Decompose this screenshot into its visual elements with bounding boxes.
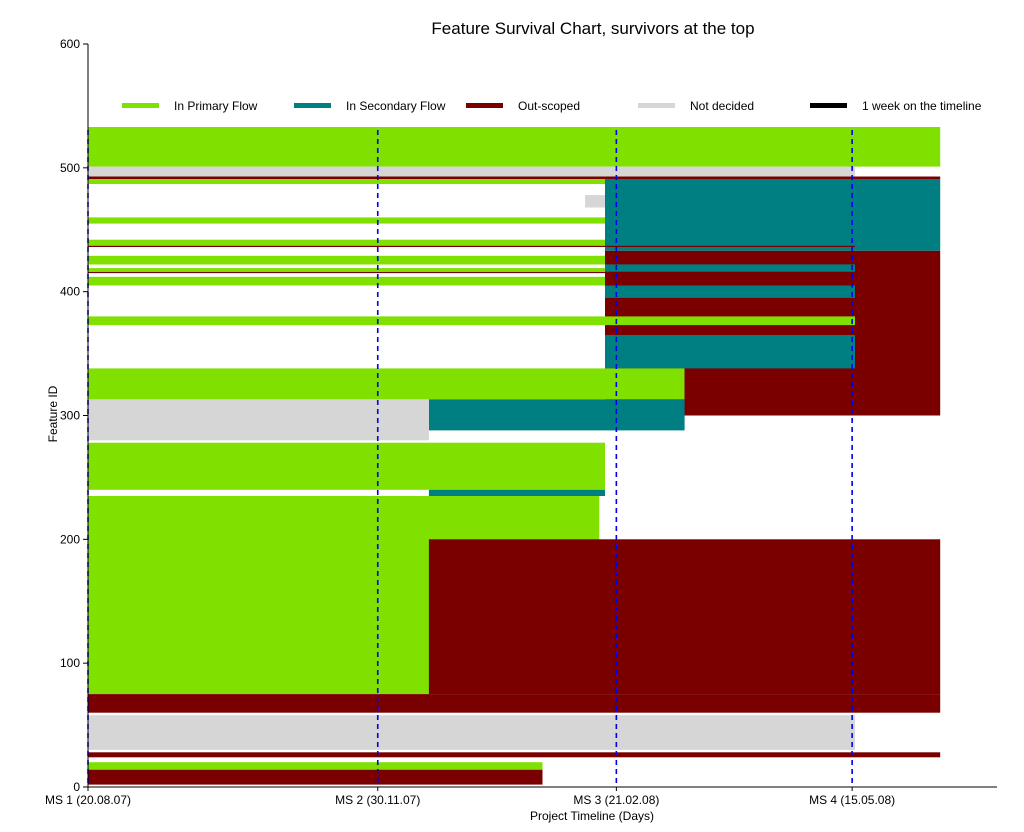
survival-band-16 — [88, 316, 855, 326]
survival-band-8 — [88, 245, 855, 247]
x-tick-label-0: MS 1 (20.08.07) — [45, 793, 131, 807]
legend-swatch-3 — [638, 103, 675, 108]
chart-title: Feature Survival Chart, survivors at the… — [431, 19, 754, 38]
survival-band-24 — [428, 539, 941, 695]
y-axis: 0 100 200 300 400 500 600 — [60, 37, 89, 794]
y-tick-label-100: 100 — [60, 656, 80, 670]
legend-label-0: In Primary Flow — [174, 99, 258, 113]
survival-band-5 — [585, 195, 605, 208]
y-axis-label: Feature ID — [46, 385, 60, 442]
survival-band-22 — [428, 489, 605, 496]
chart-legend: In Primary Flow In Secondary Flow Out-scop… — [122, 99, 982, 113]
survival-band-17 — [605, 335, 855, 369]
x-tick-label-3: MS 4 (15.05.08) — [809, 793, 895, 807]
y-tick-label-600: 600 — [60, 37, 80, 51]
y-tick-label-0: 0 — [73, 780, 80, 794]
survival-band-29 — [88, 769, 543, 785]
survival-band-6 — [88, 217, 605, 224]
survival-band-13 — [88, 271, 855, 274]
survival-band-25 — [88, 694, 941, 713]
legend-label-2: Out-scoped — [518, 99, 580, 113]
x-tick-label-2: MS 3 (21.02.08) — [573, 793, 659, 807]
legend-swatch-0 — [122, 103, 159, 108]
legend-label-1: In Secondary Flow — [346, 99, 446, 113]
survival-band-20 — [88, 399, 429, 441]
survival-band-2 — [88, 176, 941, 179]
survival-band-27 — [88, 752, 941, 758]
survival-band-11 — [605, 264, 855, 272]
legend-label-3: Not decided — [690, 99, 754, 113]
survival-band-28 — [88, 762, 543, 770]
survival-band-21 — [88, 442, 605, 490]
survival-band-15 — [605, 285, 855, 298]
x-axis-label: Project Timeline (Days) — [530, 809, 654, 823]
legend-swatch-4 — [810, 103, 847, 108]
survival-band-10 — [88, 255, 605, 265]
survival-band-0 — [88, 127, 941, 167]
survival-band-4 — [605, 179, 941, 251]
x-tick-label-1: MS 2 (30.11.07) — [335, 793, 420, 807]
legend-swatch-1 — [294, 103, 331, 108]
survival-band-26 — [88, 715, 855, 750]
survival-band-1 — [88, 166, 855, 177]
survival-band-12 — [88, 268, 605, 272]
survival-band-18 — [88, 368, 685, 400]
x-axis: MS 1 (20.08.07) MS 2 (30.11.07) MS 3 (21.0… — [45, 786, 997, 807]
y-tick-label-500: 500 — [60, 161, 80, 175]
legend-label-4: 1 week on the timeline — [862, 99, 982, 113]
survival-band-19 — [428, 399, 685, 431]
survival-bands — [88, 127, 941, 785]
legend-swatch-2 — [466, 103, 503, 108]
y-tick-label-200: 200 — [60, 532, 80, 546]
survival-band-3 — [88, 179, 605, 184]
y-tick-label-300: 300 — [60, 409, 80, 423]
survival-band-14 — [88, 276, 605, 286]
survival-band-7 — [88, 239, 605, 246]
y-tick-label-400: 400 — [60, 285, 80, 299]
